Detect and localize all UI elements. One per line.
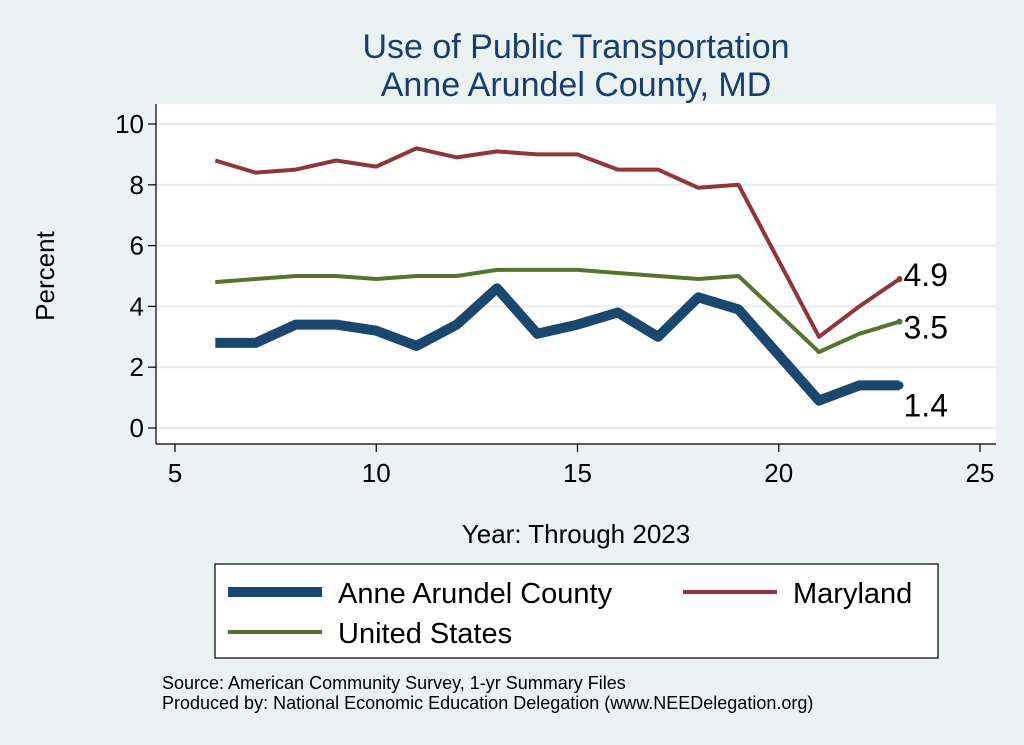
end-label-anne-arundel-county: 1.4 xyxy=(904,387,948,423)
source-note: Source: American Community Survey, 1-yr … xyxy=(162,673,626,693)
y-tick-label-10: 10 xyxy=(115,109,144,139)
series-line-united-states xyxy=(215,267,901,354)
x-tick-label-15: 15 xyxy=(563,458,592,488)
produced-by-note: Produced by: National Economic Education… xyxy=(162,693,813,713)
series-line-anne-arundel-county xyxy=(215,283,900,406)
chart-title-line-1: Use of Public Transportation xyxy=(362,28,789,66)
series-line-maryland xyxy=(214,146,901,339)
series-lines xyxy=(214,146,904,406)
x-ticks: 5 10 15 20 25 xyxy=(168,444,995,488)
y-tick-label-0: 0 xyxy=(130,413,144,443)
y-tick-label-6: 6 xyxy=(130,231,144,261)
series-end-point-united-states xyxy=(896,318,903,325)
series-end-point-maryland xyxy=(896,276,903,283)
end-label-united-states: 3.5 xyxy=(904,310,948,346)
end-label-maryland: 4.9 xyxy=(904,257,948,293)
axes xyxy=(155,104,996,445)
x-tick-label-20: 20 xyxy=(764,458,793,488)
legend-label-maryland: Maryland xyxy=(793,578,912,610)
y-tick-label-8: 8 xyxy=(130,170,144,200)
x-axis-title: Year: Through 2023 xyxy=(462,519,690,549)
series-end-point-anne-arundel-county xyxy=(895,381,904,390)
grid-lines xyxy=(156,123,996,429)
y-ticks: 0 2 4 6 8 10 xyxy=(115,109,156,443)
chart-title-line-2: Anne Arundel County, MD xyxy=(381,66,772,104)
end-labels: 4.9 3.5 1.4 xyxy=(904,257,948,423)
x-tick-label-10: 10 xyxy=(362,458,391,488)
x-tick-label-5: 5 xyxy=(168,458,182,488)
y-tick-label-4: 4 xyxy=(130,291,144,321)
legend-label-anne-arundel: Anne Arundel County xyxy=(338,578,613,610)
y-tick-label-2: 2 xyxy=(130,352,144,382)
legend-label-united-states: United States xyxy=(338,618,512,650)
legend: Anne Arundel County Maryland United Stat… xyxy=(214,563,939,659)
y-axis-title: Percent xyxy=(30,230,60,320)
x-tick-label-25: 25 xyxy=(966,458,995,488)
legend-box xyxy=(214,563,939,659)
